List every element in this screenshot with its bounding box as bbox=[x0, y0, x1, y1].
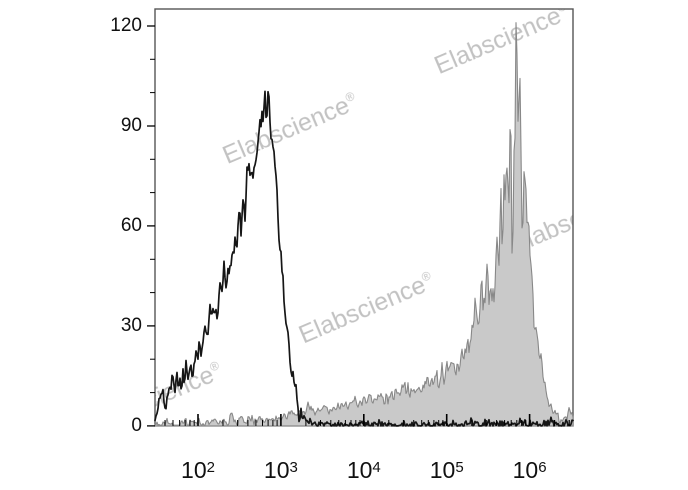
svg-text:106: 106 bbox=[513, 457, 547, 483]
svg-text:60: 60 bbox=[121, 215, 142, 236]
svg-text:102: 102 bbox=[181, 457, 215, 483]
svg-text:0: 0 bbox=[131, 415, 142, 436]
svg-text:105: 105 bbox=[430, 457, 464, 483]
svg-text:103: 103 bbox=[264, 457, 298, 483]
svg-text:120: 120 bbox=[110, 15, 142, 36]
svg-text:90: 90 bbox=[121, 115, 142, 136]
svg-text:104: 104 bbox=[347, 457, 381, 483]
svg-text:30: 30 bbox=[121, 315, 142, 336]
